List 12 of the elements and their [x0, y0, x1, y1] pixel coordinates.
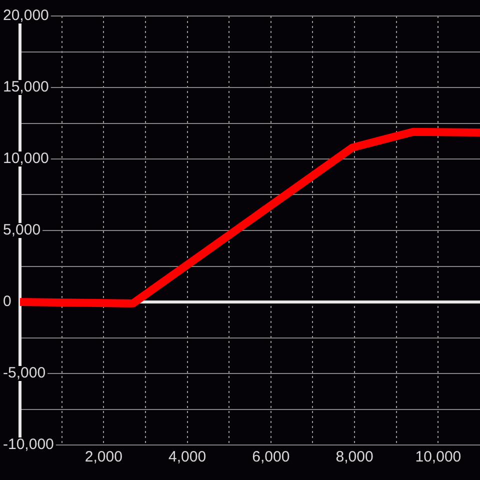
y-tick-label: 10,000 [3, 150, 49, 168]
x-tick-label: 6,000 [252, 448, 290, 466]
y-tick-label: 5,000 [3, 222, 41, 239]
y-tick-label: 0 [3, 293, 12, 310]
x-tick-label: 4,000 [168, 448, 206, 466]
x-tick-label: 10,000 [415, 448, 462, 466]
x-tick-label: 8,000 [336, 448, 374, 466]
y-tick-label: -10,000 [3, 436, 54, 454]
y-tick-label: 15,000 [3, 78, 49, 96]
x-tick-label: 2,000 [84, 448, 122, 466]
y-tick-label: 20,000 [3, 7, 49, 24]
y-tick-label: -5,000 [3, 364, 46, 382]
